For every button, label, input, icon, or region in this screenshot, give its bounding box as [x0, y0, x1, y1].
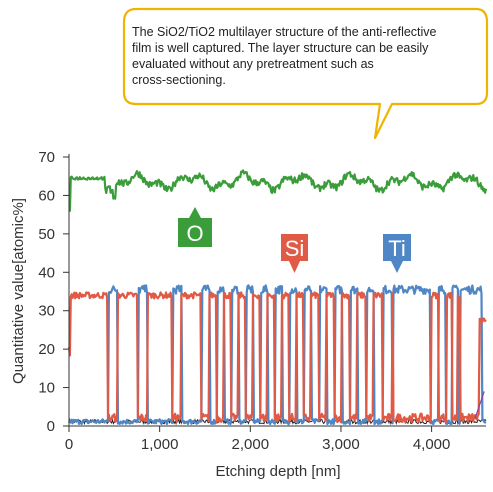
y-tick-label: 40	[38, 264, 55, 281]
y-tick-label: 60	[38, 187, 55, 204]
y-tick-label: 20	[38, 341, 55, 358]
si-label: Si	[285, 236, 305, 261]
si-label-tag: Si	[281, 234, 308, 273]
series-trace-purple	[474, 391, 485, 419]
series-o	[68, 169, 488, 212]
callout-line: evaluated without any pretreatment such …	[132, 57, 374, 71]
series-baseline	[68, 417, 487, 426]
callout-line: The SiO2/TiO2 multilayer structure of th…	[132, 25, 437, 39]
x-tick-label: 1,000	[141, 436, 179, 453]
y-tick-label: 70	[38, 149, 55, 166]
y-tick-label: 30	[38, 303, 55, 320]
callout-line: cross-sectioning.	[132, 73, 226, 87]
ti-label: Ti	[388, 236, 406, 261]
callout-text: The SiO2/TiO2 multilayer structure of th…	[132, 24, 478, 88]
o-label: O	[186, 221, 203, 246]
callout-border	[122, 7, 489, 140]
series-ti	[67, 284, 487, 426]
y-tick-label: 50	[38, 226, 55, 243]
x-tick-label: 4,000	[413, 436, 451, 453]
x-tick-label: 0	[65, 436, 73, 453]
y-tick-label: 10	[38, 380, 55, 397]
x-tick-label: 2,000	[232, 436, 270, 453]
callout-line: film is well captured. The layer structu…	[132, 41, 429, 55]
o-label-tag: O	[178, 207, 212, 247]
x-axis-title: Etching depth [nm]	[215, 463, 340, 480]
ti-label-tag: Ti	[383, 234, 411, 273]
y-tick-label: 0	[47, 418, 55, 435]
y-axis-title: Quantitative value[atomic%]	[10, 198, 27, 384]
series-si	[67, 291, 487, 424]
x-tick-label: 3,000	[322, 436, 360, 453]
